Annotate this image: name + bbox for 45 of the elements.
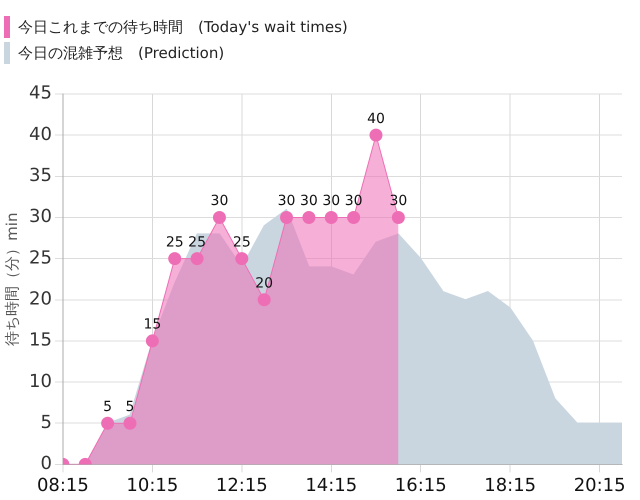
y-tick-label: 10 [29,370,52,392]
y-axis-title: 待ち時間（分）min [2,212,21,346]
y-tick-label: 15 [29,330,52,351]
legend-label: 今日これまでの待ち時間 (Today's wait times) [18,18,348,36]
data-label: 30 [278,193,296,210]
point [324,210,338,224]
y-tick-label: 35 [29,164,52,186]
data-label: 40 [367,110,385,127]
data-label: 25 [188,234,206,250]
data-label: 5 [126,398,134,415]
data-label: 20 [255,275,274,292]
y-tick-label: 40 [29,124,52,145]
point [392,210,405,224]
point [168,252,182,266]
y-tick-label: 5 [40,412,52,433]
x-tick-label: 12:15 [216,474,268,496]
x-tick-label: 08:15 [36,474,89,496]
x-tick-label: 14:15 [305,474,358,496]
point [212,210,226,224]
x-tick-label: 18:15 [484,474,536,496]
data-label: 30 [322,193,340,210]
point [370,128,382,142]
x-tick-label: 20:15 [574,474,626,496]
y-tick-label: 25 [29,247,52,268]
point [258,293,271,306]
point [347,210,360,224]
data-label: 30 [210,193,228,210]
x-tick-label: 10:15 [126,474,178,496]
point [146,334,159,348]
point [235,252,248,266]
data-label: 5 [103,398,112,415]
data-label: 30 [300,193,318,210]
point [190,252,204,266]
y-tick-label: 45 [29,82,52,104]
y-tick-label: 30 [29,206,52,228]
point [101,416,114,430]
x-tick-label: 16:15 [394,474,447,496]
legend-label: 今日の混雑予想 (Prediction) [18,44,224,62]
data-label: 25 [166,234,184,250]
point [280,210,294,224]
y-tick-label: 20 [29,288,52,310]
point [302,210,316,224]
data-label: 25 [232,234,251,250]
point [123,416,136,430]
y-tick-label: 0 [40,453,52,474]
